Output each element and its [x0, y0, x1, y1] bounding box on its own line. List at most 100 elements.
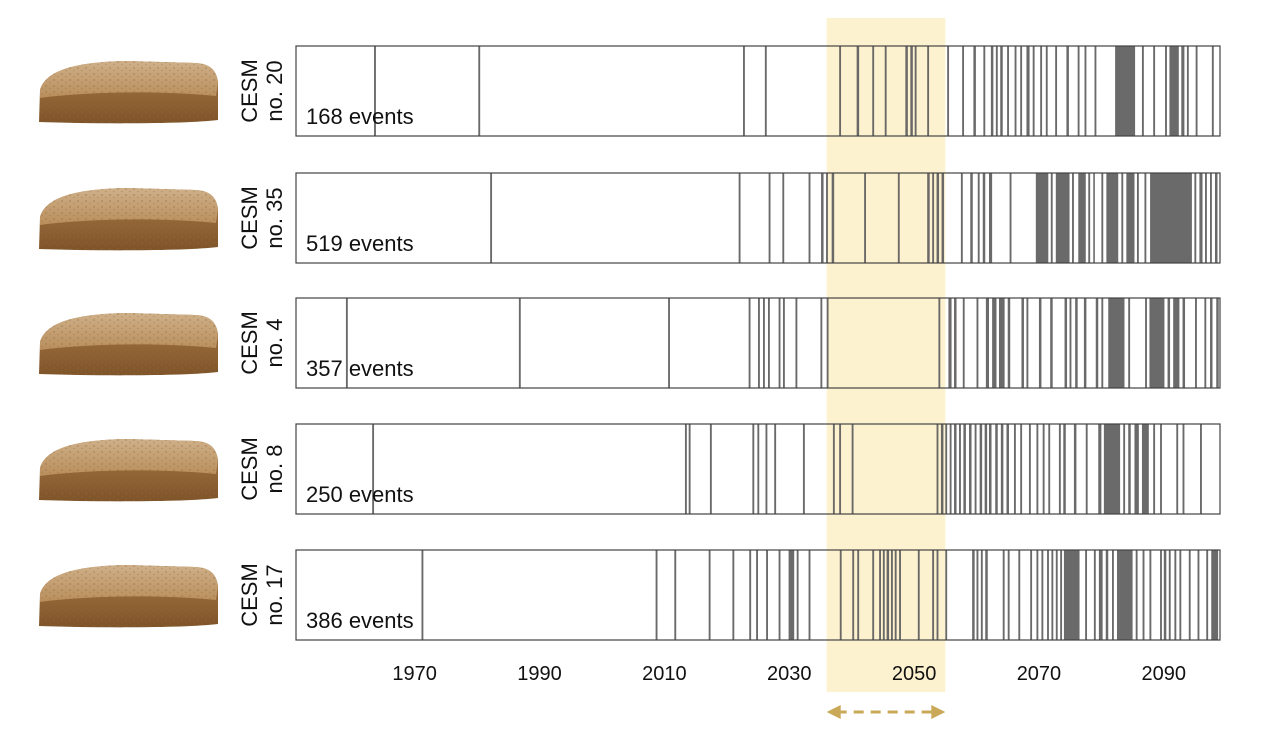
x-axis: 1970 1990 2010 2030 2050 2070 2090	[392, 663, 1186, 685]
event-mark	[1020, 424, 1023, 514]
event-mark	[962, 298, 965, 388]
panel: 357 events CESM no. 4	[237, 297, 1221, 389]
events-count-label: 519 events	[306, 231, 414, 256]
x-tick-label: 2030	[767, 663, 812, 685]
event-mark	[851, 424, 854, 514]
event-mark	[684, 424, 687, 514]
bread-slice-side-texture	[39, 219, 218, 251]
event-mark	[708, 550, 711, 640]
event-mark	[905, 46, 908, 136]
panel-label-line2: no. 17	[262, 564, 287, 625]
x-tick-label: 1970	[392, 663, 437, 685]
event-mark	[1072, 173, 1074, 263]
event-mark	[1050, 173, 1053, 263]
bread-slice-image	[39, 313, 218, 376]
event-mark	[778, 550, 781, 640]
event-mark	[976, 298, 979, 388]
event-mark	[738, 173, 741, 263]
bread-slice-side-texture	[39, 92, 218, 124]
panel: 386 events CESM no. 17	[237, 549, 1221, 641]
event-mark	[932, 173, 935, 263]
event-mark	[864, 173, 867, 263]
event-mark	[1050, 298, 1053, 388]
event-mark	[886, 550, 890, 640]
arrow-head-right	[931, 705, 946, 719]
event-mark	[1094, 46, 1097, 136]
event-mark	[894, 550, 897, 640]
event-mark	[932, 550, 935, 640]
event-mark	[890, 550, 893, 640]
event-mark	[982, 173, 986, 263]
event-mark	[1186, 46, 1189, 136]
event-mark	[1111, 550, 1114, 640]
event-mark	[1103, 424, 1121, 514]
event-mark	[960, 173, 963, 263]
event-mark	[1093, 173, 1095, 263]
event-mark	[1150, 173, 1192, 263]
event-mark	[989, 173, 993, 263]
event-mark	[1149, 550, 1152, 640]
event-mark	[914, 46, 917, 136]
event-mark	[1160, 550, 1162, 640]
event-mark	[1055, 550, 1058, 640]
event-mark	[674, 550, 677, 640]
event-mark	[1199, 173, 1203, 263]
event-mark	[1040, 46, 1043, 136]
event-mark	[856, 46, 860, 136]
event-mark	[936, 173, 940, 263]
panel: 519 events CESM no. 35	[237, 172, 1221, 264]
event-mark	[757, 424, 760, 514]
event-mark	[820, 298, 823, 388]
event-mark	[655, 550, 658, 640]
event-mark	[1123, 424, 1126, 514]
event-mark	[1063, 424, 1066, 514]
event-mark	[899, 550, 901, 640]
event-mark	[1060, 550, 1063, 640]
event-mark	[1101, 298, 1104, 388]
event-mark	[1047, 550, 1049, 640]
panel-frame	[295, 549, 1221, 641]
event-mark	[1141, 46, 1144, 136]
bread-slice-side-texture	[39, 344, 218, 376]
event-mark	[872, 550, 875, 640]
event-mark	[1153, 424, 1156, 514]
event-mark	[852, 550, 855, 640]
bread-slice-texture	[40, 188, 218, 225]
event-mark	[1000, 424, 1004, 514]
event-mark	[1078, 173, 1086, 263]
event-mark	[1101, 173, 1104, 263]
x-tick-label: 2050	[892, 663, 937, 685]
panel-label-line1: CESM	[237, 186, 262, 250]
event-mark	[748, 298, 751, 388]
event-mark	[1026, 46, 1030, 136]
event-mark	[857, 550, 860, 640]
event-mark	[774, 424, 777, 514]
event-mark	[756, 550, 758, 640]
event-mark	[917, 550, 920, 640]
events-count-label: 250 events	[306, 482, 414, 507]
event-mark	[808, 550, 811, 640]
event-mark	[758, 298, 760, 388]
event-mark	[1063, 550, 1080, 640]
event-mark	[1168, 550, 1171, 640]
event-mark	[992, 298, 997, 388]
event-mark	[732, 550, 735, 640]
event-mark	[995, 424, 998, 514]
event-mark	[985, 550, 988, 640]
event-mark	[936, 424, 939, 514]
event-mark	[752, 424, 755, 514]
event-mark	[1013, 424, 1016, 514]
event-mark	[1002, 550, 1005, 640]
events-count-label: 357 events	[306, 356, 414, 381]
event-mark	[1142, 550, 1145, 640]
event-mark	[1205, 173, 1207, 263]
event-mark	[1211, 550, 1219, 640]
event-mark	[1014, 46, 1017, 136]
event-mark	[1128, 424, 1131, 514]
event-mark	[743, 46, 745, 136]
event-mark	[1145, 298, 1147, 388]
bread-slice-image	[39, 61, 218, 124]
panel-label-line1: CESM	[237, 59, 262, 123]
event-mark	[954, 424, 957, 514]
event-mark	[782, 298, 785, 388]
